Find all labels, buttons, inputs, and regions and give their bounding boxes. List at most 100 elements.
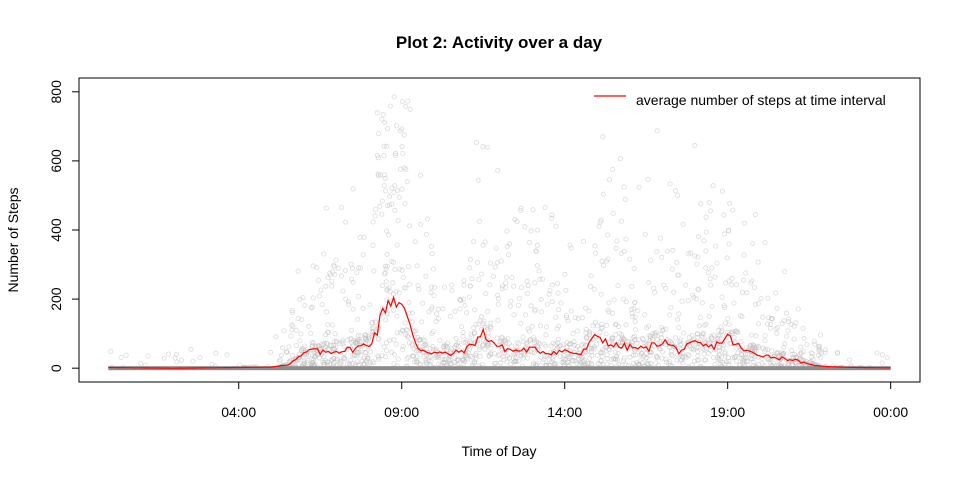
scatter-point — [472, 307, 478, 313]
scatter-point — [555, 290, 561, 296]
scatter-point — [387, 337, 393, 343]
scatter-point — [329, 343, 335, 349]
scatter-point — [567, 341, 573, 347]
scatter-point — [692, 253, 698, 259]
scatter-point — [379, 116, 385, 122]
scatter-point — [618, 218, 624, 224]
scatter-point — [695, 353, 701, 359]
scatter-point — [744, 290, 750, 296]
scatter-point — [324, 359, 330, 365]
scatter-point — [720, 345, 726, 351]
zero-band — [108, 366, 891, 371]
scatter-point — [372, 213, 378, 219]
scatter-point — [466, 294, 472, 300]
scatter-point — [295, 316, 301, 322]
scatter-point — [414, 334, 420, 340]
scatter-point — [575, 328, 581, 334]
scatter-point — [500, 354, 506, 360]
scatter-point — [658, 235, 664, 241]
scatter-point — [423, 359, 429, 365]
scatter-point — [527, 239, 533, 245]
scatter-point — [478, 271, 484, 277]
scatter-point — [801, 335, 807, 341]
scatter-point — [562, 271, 568, 277]
scatter-point — [382, 120, 388, 126]
scatter-point — [570, 330, 576, 336]
scatter-point — [480, 144, 486, 150]
scatter-point — [431, 293, 437, 299]
scatter-point — [390, 259, 396, 265]
scatter-point — [753, 333, 759, 339]
scatter-point — [699, 334, 705, 340]
scatter-point — [721, 303, 727, 309]
scatter-point — [289, 307, 295, 313]
scatter-point — [650, 336, 656, 342]
scatter-point — [397, 266, 403, 272]
scatter-point — [297, 296, 303, 302]
scatter-point — [375, 336, 381, 342]
scatter-point — [588, 273, 594, 279]
scatter-point — [306, 352, 312, 358]
average-steps-line — [108, 295, 891, 369]
scatter-point — [675, 352, 681, 358]
scatter-point — [384, 263, 390, 269]
scatter-point — [356, 293, 362, 299]
scatter-point — [460, 357, 466, 363]
scatter-point — [758, 296, 764, 302]
scatter-point — [441, 343, 447, 349]
scatter-point — [457, 306, 463, 312]
scatter-point — [409, 319, 415, 325]
scatter-point — [701, 347, 707, 353]
scatter-point — [755, 300, 761, 306]
scatter-point — [356, 265, 362, 271]
scatter-point — [572, 354, 578, 360]
scatter-point — [589, 352, 595, 358]
scatter-point — [714, 260, 720, 266]
scatter-point — [161, 355, 167, 361]
scatter-point — [302, 302, 308, 308]
scatter-point — [400, 150, 406, 156]
scatter-point — [748, 342, 754, 348]
scatter-point — [551, 348, 557, 354]
scatter-point — [674, 259, 680, 265]
scatter-point — [406, 310, 412, 316]
scatter-point — [470, 360, 476, 366]
scatter-point — [788, 321, 794, 327]
scatter-point — [381, 143, 387, 149]
scatter-point — [847, 357, 853, 363]
scatter-point — [295, 268, 301, 274]
scatter-point — [675, 193, 681, 199]
scatter-point — [539, 276, 545, 282]
scatter-point — [680, 350, 686, 356]
scatter-point — [521, 350, 527, 356]
scatter-point — [467, 283, 473, 289]
scatter-point — [498, 258, 504, 264]
scatter-point — [457, 296, 463, 302]
scatter-point — [742, 220, 748, 226]
scatter-point — [581, 238, 587, 244]
scatter-point — [389, 201, 395, 207]
scatter-point — [604, 232, 610, 238]
scatter-point — [473, 321, 479, 327]
x-tick-label: 19:00 — [710, 404, 745, 420]
scatter-point — [723, 359, 729, 365]
scatter-point — [568, 245, 574, 251]
scatter-point — [611, 297, 617, 303]
scatter-point — [722, 349, 728, 355]
scatter-point — [764, 356, 770, 362]
y-tick-label: 600 — [48, 149, 64, 173]
scatter-point — [394, 187, 400, 193]
scatter-point — [276, 358, 282, 364]
scatter-point — [505, 252, 511, 258]
scatter-point — [677, 339, 683, 345]
scatter-point — [630, 334, 636, 340]
scatter-point — [561, 358, 567, 364]
scatter-point — [391, 190, 397, 196]
scatter-point — [495, 296, 501, 302]
scatter-point — [700, 331, 706, 337]
scatter-point — [375, 173, 381, 179]
scatter-point — [737, 313, 743, 319]
scatter-point — [730, 207, 736, 213]
scatter-point — [174, 359, 180, 365]
scatter-point — [327, 270, 333, 276]
